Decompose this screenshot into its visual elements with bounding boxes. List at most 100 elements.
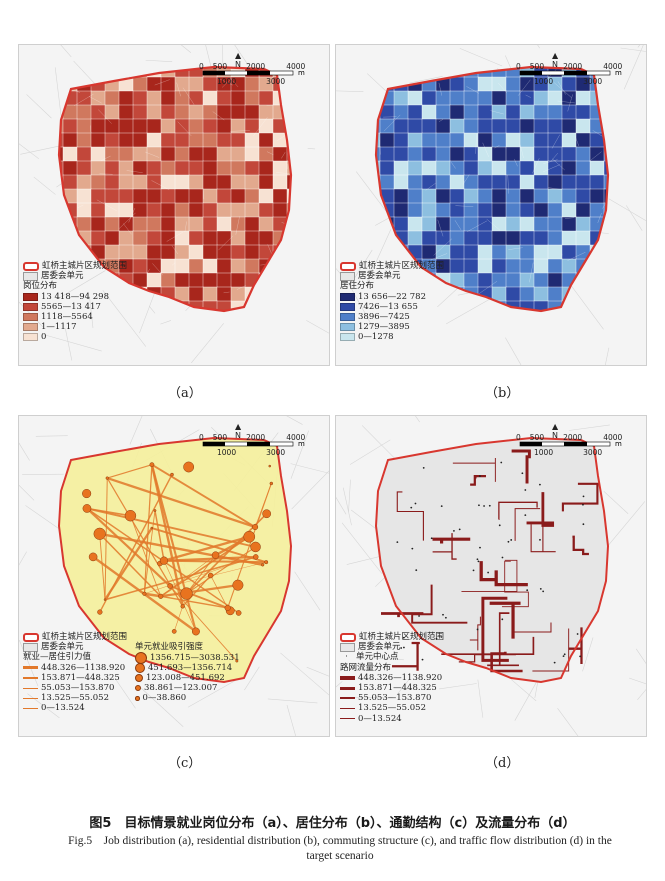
planning-boundary xyxy=(57,65,293,313)
unit-polygon xyxy=(258,230,274,246)
unit-center-point xyxy=(498,524,501,527)
base-road xyxy=(145,59,173,62)
north-arrow-icon: ▲ N xyxy=(235,51,242,69)
unit-polygon xyxy=(421,188,437,204)
legend-title: 单元就业吸引强度 xyxy=(135,642,204,653)
unit-polygon xyxy=(435,104,451,120)
unit-polygon xyxy=(216,216,232,232)
unit-polygon xyxy=(90,132,106,148)
unit-polygon xyxy=(463,174,479,190)
flow-road xyxy=(511,449,531,484)
unit-polygon xyxy=(188,188,204,204)
base-road xyxy=(511,679,537,702)
base-road xyxy=(35,435,68,437)
unit-polygon xyxy=(449,160,465,176)
base-road xyxy=(25,505,63,532)
base-road xyxy=(42,333,102,352)
base-road xyxy=(625,205,643,231)
unit-road xyxy=(438,82,442,96)
unit-polygon xyxy=(547,174,563,190)
base-road xyxy=(191,323,224,364)
base-road xyxy=(33,176,56,195)
node-circle xyxy=(235,659,239,663)
unit-center-point xyxy=(542,590,545,593)
unit-polygon xyxy=(244,244,260,260)
unit-polygon xyxy=(202,202,218,218)
unit-polygon xyxy=(160,118,176,134)
unit-polygon xyxy=(589,160,605,176)
base-road xyxy=(568,424,610,431)
unit-polygon xyxy=(491,216,507,232)
unit-road xyxy=(433,238,453,256)
legend-item: 38.861—123.007 xyxy=(135,683,240,693)
unit-polygon xyxy=(216,132,232,148)
legend-item: 13 656—22 782 xyxy=(340,292,640,302)
base-road xyxy=(306,320,329,334)
unit-road xyxy=(490,110,504,115)
unit-road xyxy=(230,78,239,88)
flow-line xyxy=(173,606,183,632)
unit-polygon xyxy=(132,146,148,162)
unit-road xyxy=(184,221,187,233)
unit-center-point xyxy=(488,504,491,507)
unit-center-point xyxy=(582,523,585,526)
planning-boundary xyxy=(374,436,610,684)
unit-polygon xyxy=(160,160,176,176)
unit-polygon xyxy=(505,118,521,134)
unit-road xyxy=(553,82,572,98)
legend-item: 0—13.524 xyxy=(340,714,640,724)
unit-center-point xyxy=(539,483,541,486)
unit-polygon xyxy=(421,118,437,134)
unit-road xyxy=(455,205,474,207)
boundary-swatch xyxy=(340,632,356,642)
unit-polygon xyxy=(519,90,535,106)
unit-polygon xyxy=(589,188,605,204)
legend-item: 448.326—1138.920 xyxy=(340,673,640,683)
unit-polygon xyxy=(393,118,409,134)
unit-road xyxy=(223,291,230,294)
unit-polygon xyxy=(146,202,162,218)
unit-polygon xyxy=(174,244,190,260)
unit-polygon xyxy=(435,244,451,260)
unit-polygon xyxy=(146,146,162,162)
legend-d: 虹桥主城片区规划范围 居委会单元 · 单元中心点 路网流量分布 448.326—1… xyxy=(340,632,640,736)
node-circle xyxy=(149,462,155,468)
legend-item: 3896—7425 xyxy=(340,312,640,322)
unit-polygon xyxy=(491,118,507,134)
unit-road xyxy=(73,93,94,106)
unit-polygon xyxy=(407,104,423,120)
unit-polygon xyxy=(407,188,423,204)
unit-polygon xyxy=(188,160,204,176)
unit-polygon xyxy=(76,146,92,162)
unit-polygon xyxy=(118,244,134,260)
flow-line xyxy=(99,533,106,600)
unit-polygon xyxy=(505,244,521,260)
unit-polygon xyxy=(421,202,437,218)
unit-center-point xyxy=(479,475,481,477)
flow-road xyxy=(411,584,468,624)
unit-center-point xyxy=(487,571,490,574)
flow-road xyxy=(396,491,424,541)
base-road xyxy=(115,679,136,709)
node-circle xyxy=(253,554,259,560)
unit-road xyxy=(532,158,540,174)
unit-polygon xyxy=(519,174,535,190)
unit-polygon xyxy=(146,118,162,134)
unit-polygon xyxy=(216,160,232,176)
legend-item: 13.525—55.052 xyxy=(23,693,135,703)
base-road xyxy=(446,299,490,325)
unit-road xyxy=(145,151,160,158)
flow-line xyxy=(160,595,228,609)
unit-road xyxy=(276,172,290,174)
unit-road xyxy=(430,253,448,261)
unit-polygon xyxy=(62,118,78,134)
unit-polygon xyxy=(421,174,437,190)
base-road xyxy=(628,677,646,685)
unit-polygon xyxy=(160,76,176,92)
unit-road xyxy=(212,111,225,121)
unit-center-point xyxy=(539,587,542,590)
unit-polygon xyxy=(435,174,451,190)
unit-polygon xyxy=(519,104,535,120)
unit-road xyxy=(514,158,518,167)
unit-road xyxy=(166,231,183,242)
